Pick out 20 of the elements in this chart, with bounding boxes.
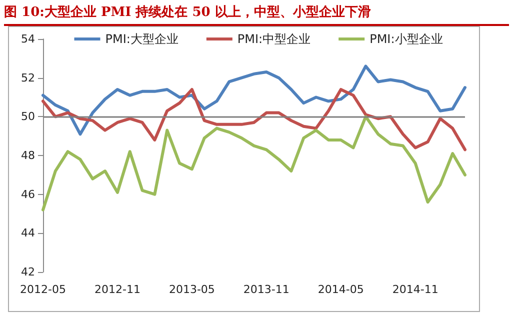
- x-tick-label: 2013-11: [243, 283, 290, 296]
- y-tick-label: 52: [21, 71, 35, 84]
- x-tick-label: 2013-05: [168, 283, 215, 296]
- x-tick-label: 2012-11: [94, 283, 140, 296]
- y-tick-label: 44: [21, 226, 35, 240]
- x-tick-label: 2012-05: [20, 283, 66, 296]
- x-tick-label: 2014-05: [318, 283, 364, 296]
- y-tick-label: 48: [21, 149, 35, 162]
- y-tick-label: 54: [21, 32, 35, 46]
- x-tick-label: 2014-11: [392, 283, 438, 296]
- line-series: [42, 88, 466, 152]
- legend-label: PMI:大型企业: [105, 32, 178, 46]
- legend-label: PMI:小型企业: [370, 32, 443, 46]
- legend-label: PMI:中型企业: [237, 32, 311, 46]
- line-series: [42, 64, 466, 136]
- line-series: [42, 115, 466, 212]
- chart-title: 图 10:大型企业 PMI 持续处在 50 以上，中型、小型企业下滑: [4, 3, 509, 26]
- y-tick-label: 42: [21, 266, 35, 278]
- y-tick-label: 50: [21, 110, 35, 124]
- y-tick-label: 46: [21, 188, 35, 201]
